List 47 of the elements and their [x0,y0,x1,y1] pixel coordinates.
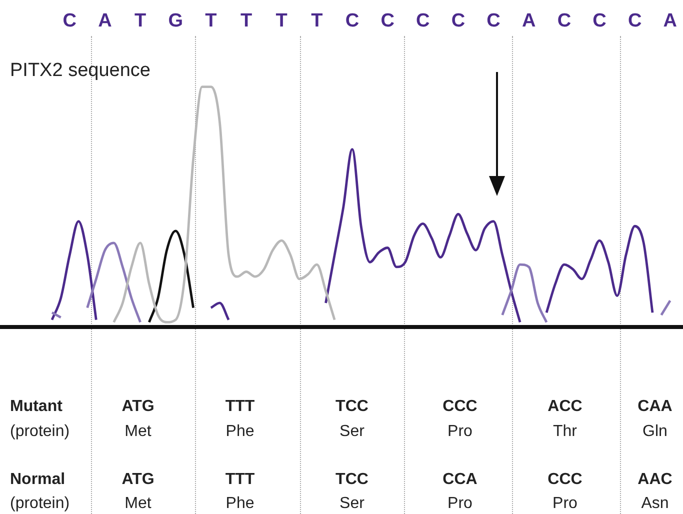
text: TTT [225,398,255,416]
text: CCA [442,471,478,489]
text: TCC [336,471,368,489]
text: ATG [122,398,154,416]
text: Ser [340,423,364,441]
text: Phe [226,495,254,513]
x-tick-label: A [522,10,536,32]
x-tick-label: T [311,10,324,32]
text: Pro [448,495,472,513]
x-tick-label: T [240,10,252,32]
text: CCC [548,471,582,489]
text: Pro [552,495,578,513]
text: ATG [122,471,154,489]
text: TCC [336,398,368,416]
x-tick-label: C [557,10,572,32]
x-tick-label: C [416,10,430,32]
text: (protein) [10,495,70,513]
text: Met [124,495,152,513]
x-tick-label: C [592,10,607,32]
x-tick-label: C [451,10,466,32]
x-tick-label: C [345,10,360,32]
x-tick-label: A [663,10,678,32]
x-tick-label: G [168,10,184,32]
text: Ser [340,495,364,513]
x-tick-label: T [276,10,288,32]
x-tick-label: A [98,10,112,32]
text: Thr [553,423,577,441]
x-tick-label: C [380,10,395,32]
text: Phe [226,423,254,441]
text: Met [124,423,152,441]
text: (protein) [10,423,70,441]
text: Normal [10,471,66,489]
text: Pro [448,423,472,441]
x-tick-label: C [486,10,501,32]
text: Gln [642,423,668,441]
text: CCC [442,398,478,416]
chart-title: PITX2 sequence [10,60,150,82]
text: Asn [641,495,669,513]
x-tick-label: C [628,10,642,32]
x-tick-label: T [134,10,146,32]
text: AAC [638,471,672,489]
text: TTT [225,471,255,489]
text: Mutant [10,398,62,416]
text: CAA [638,398,672,416]
x-tick-label: T [205,10,218,32]
x-tick-label: C [62,10,77,32]
text: ACC [548,398,582,416]
